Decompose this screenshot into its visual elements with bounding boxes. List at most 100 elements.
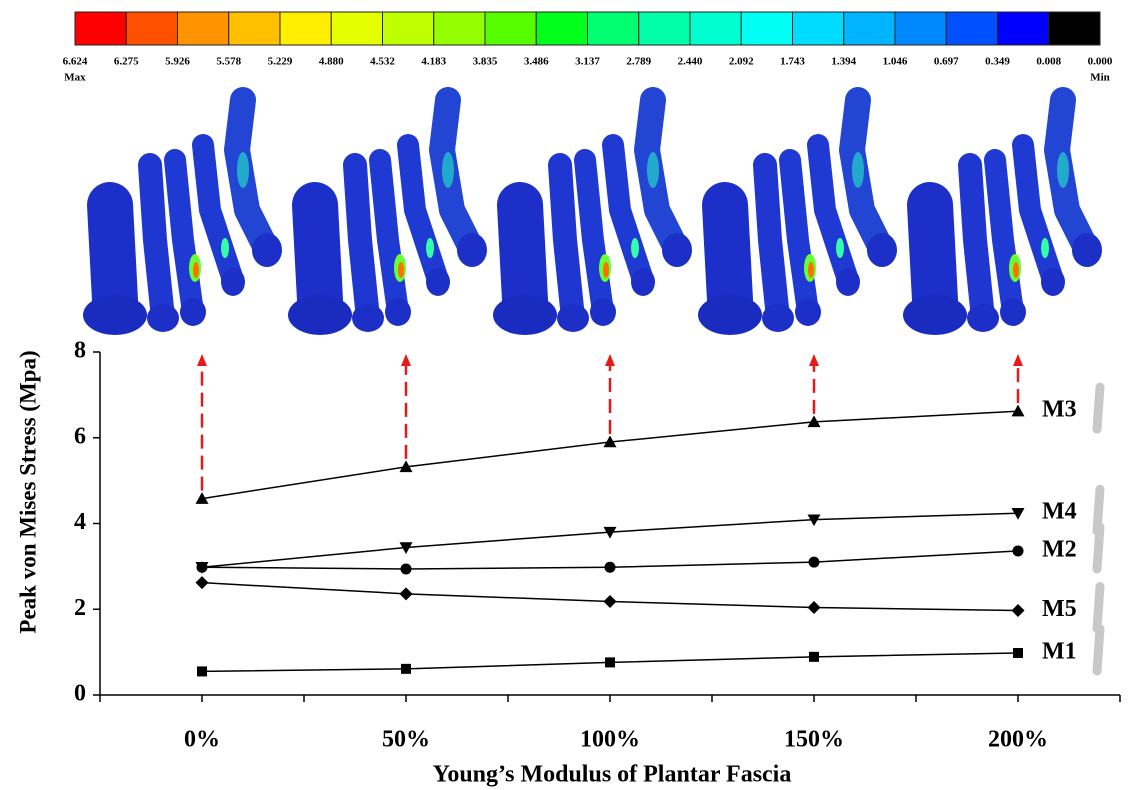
- arrow-head: [197, 354, 207, 366]
- bone-models: [83, 100, 1102, 335]
- arrow-head: [401, 354, 411, 366]
- marker: [197, 666, 207, 677]
- series-line: [201, 512, 1019, 568]
- marker: [399, 587, 413, 601]
- colorbar-tick-label: 2.789: [626, 56, 651, 68]
- marker: [400, 563, 412, 575]
- colorbar-min-label: Min: [1090, 72, 1110, 84]
- colorbar-tick-label: 5.578: [216, 56, 241, 68]
- x-tick-label: 50%: [382, 727, 430, 753]
- marker: [1012, 545, 1024, 557]
- colorbar-tick-label: 1.743: [780, 56, 805, 68]
- x-tick-label: 200%: [988, 727, 1048, 753]
- bone-model: [698, 100, 897, 335]
- bone-model: [903, 100, 1102, 335]
- colorbar-cell: [382, 11, 435, 46]
- marker: [605, 657, 615, 668]
- bone-model: [288, 100, 487, 335]
- colorbar-tick-label: 5.926: [165, 56, 190, 68]
- colorbar-cell: [792, 11, 845, 46]
- marker: [1011, 604, 1025, 618]
- colorbar-tick-label: 2.440: [678, 56, 703, 68]
- marker: [1011, 508, 1025, 520]
- y-tick-label: 8: [74, 338, 86, 364]
- series-label: M3: [1042, 397, 1077, 423]
- colorbar-cell: [484, 11, 537, 46]
- series-label: M2: [1042, 536, 1077, 562]
- colorbar-tick-label: 3.137: [575, 56, 600, 68]
- colorbar-cell: [433, 11, 486, 46]
- marker: [603, 435, 617, 448]
- bone-icon: [1092, 382, 1105, 434]
- y-tick-label: 6: [74, 423, 86, 449]
- colorbar-tick-label: 6.624: [63, 56, 88, 68]
- marker: [807, 415, 821, 428]
- arrow-head: [1013, 354, 1023, 366]
- colorbar-tick-label: 1.394: [831, 56, 856, 68]
- x-tick-label: 100%: [580, 727, 640, 753]
- marker: [808, 556, 820, 568]
- colorbar-cell: [330, 11, 383, 46]
- colorbar-tick-label: 6.275: [114, 56, 139, 68]
- bone-model: [493, 100, 692, 335]
- marker: [195, 576, 209, 590]
- x-axis-title: Young’s Modulus of Plantar Fascia: [433, 762, 792, 788]
- colorbar-tick-label: 4.880: [319, 56, 344, 68]
- bone-icon: [1092, 522, 1105, 574]
- series-label: M5: [1042, 596, 1077, 622]
- colorbar-cell: [740, 11, 793, 46]
- marker: [196, 561, 208, 573]
- colorbar-tick-label: 3.835: [473, 56, 498, 68]
- arrow-head: [809, 354, 819, 366]
- y-tick-label: 0: [74, 681, 86, 707]
- colorbar-cell: [587, 11, 640, 46]
- colorbar-tick-label: 0.697: [934, 56, 959, 68]
- y-axis-title: Peak von Mises Stress (Mpa): [15, 350, 40, 633]
- colorbar-cell: [74, 11, 127, 46]
- colorbar-cell: [125, 11, 178, 46]
- marker: [809, 651, 819, 662]
- colorbar-cell: [1048, 11, 1101, 46]
- colorbar-cell: [279, 11, 332, 46]
- marker: [807, 601, 821, 615]
- colorbar-cell: [843, 11, 896, 46]
- colorbar-cell: [177, 11, 230, 46]
- colorbar-tick-label: 0.000: [1088, 56, 1113, 68]
- colorbar-cell: [945, 11, 998, 46]
- bone-icon: [1092, 582, 1105, 634]
- marker: [399, 542, 413, 555]
- x-tick-label: 150%: [784, 727, 844, 753]
- x-tick-label: 0%: [184, 727, 220, 753]
- colorbar-cell: [894, 11, 947, 46]
- series-label: M1: [1042, 638, 1077, 664]
- marker: [603, 595, 617, 609]
- marker: [195, 492, 209, 504]
- marker: [399, 460, 413, 473]
- colorbar-tick-label: 0.349: [985, 56, 1010, 68]
- bone-icon: [1092, 624, 1105, 676]
- colorbar-tick-label: 0.008: [1036, 56, 1061, 68]
- colorbar-tick-label: 1.046: [883, 56, 908, 68]
- marker: [1013, 647, 1023, 658]
- marker: [1011, 404, 1025, 417]
- arrow-head: [605, 354, 615, 366]
- colorbar-max-label: Max: [64, 72, 86, 84]
- y-tick-label: 2: [74, 595, 86, 621]
- y-tick-label: 4: [74, 509, 86, 535]
- series-label: M4: [1042, 499, 1077, 525]
- marker: [401, 663, 411, 674]
- colorbar-cell: [689, 11, 742, 46]
- colorbar-cell: [535, 11, 588, 46]
- colorbar-tick-label: 4.183: [421, 56, 446, 68]
- colorbar-tick-label: 5.229: [268, 56, 293, 68]
- bone-model: [83, 100, 282, 335]
- colorbar-cell: [997, 11, 1050, 46]
- colorbar-cell: [228, 11, 281, 46]
- colorbar-cell: [638, 11, 691, 46]
- colorbar-tick-label: 2.092: [729, 56, 754, 68]
- colorbar-tick-label: 4.532: [370, 56, 395, 68]
- colorbar-tick-label: 3.486: [524, 56, 549, 68]
- marker: [807, 514, 821, 527]
- marker: [604, 561, 616, 573]
